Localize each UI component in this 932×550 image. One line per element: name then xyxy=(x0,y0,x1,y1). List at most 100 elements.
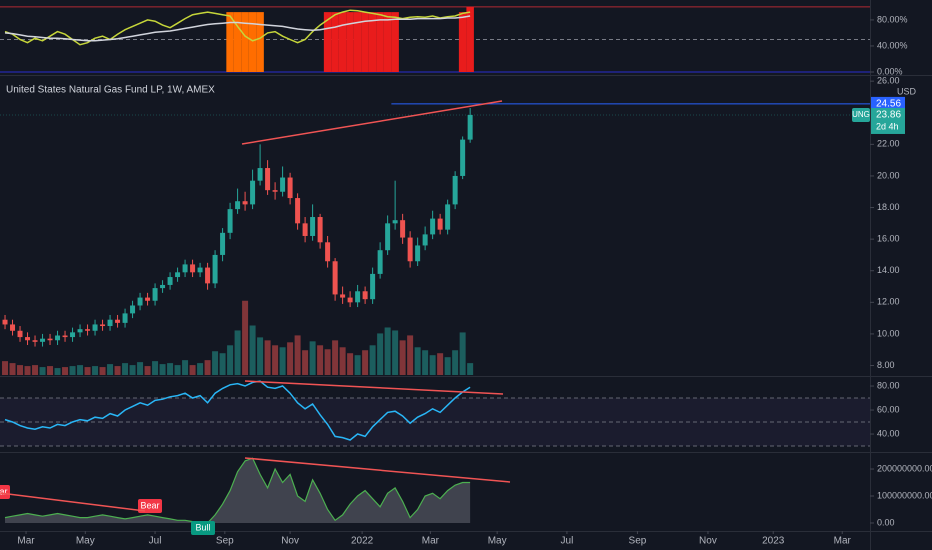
volume-bar xyxy=(84,367,91,375)
candle-body xyxy=(227,209,233,233)
x-tick-label: May xyxy=(76,536,95,547)
candle-body xyxy=(17,330,23,338)
indicator-line xyxy=(4,9,471,46)
volume-bar xyxy=(99,367,106,375)
candle-body xyxy=(190,264,196,273)
x-tick-label: Nov xyxy=(281,536,299,547)
x-tick-label: May xyxy=(488,536,507,547)
signal-label: Bear xyxy=(140,500,159,510)
volume-bar xyxy=(339,347,346,375)
price-label-box xyxy=(871,96,905,111)
candle-body xyxy=(377,250,383,274)
volume-bar xyxy=(62,367,69,375)
indicator-bar xyxy=(226,12,234,72)
candle-body xyxy=(467,114,473,140)
candle-body xyxy=(295,198,301,224)
indicator-bar xyxy=(331,12,339,72)
volume-bar xyxy=(219,353,226,375)
volume-bar xyxy=(197,363,204,375)
candle-body xyxy=(145,297,151,301)
panes: Mar May Jul Sep Nov 2022 Mar May Jul Sep Nov 2023 Ma… xyxy=(0,6,932,547)
volume-bar xyxy=(459,332,466,375)
volume-bar xyxy=(189,365,196,375)
volume-bar xyxy=(392,330,399,375)
indicator-bar xyxy=(256,12,264,72)
indicator-bar xyxy=(368,12,377,72)
volume-bar xyxy=(152,361,159,375)
candle-body xyxy=(370,273,376,300)
volume-bar xyxy=(77,365,84,375)
volume-bar xyxy=(122,363,129,375)
area-fill xyxy=(5,458,471,523)
signal-box xyxy=(138,499,162,513)
volume-bar xyxy=(159,364,166,375)
candle-body xyxy=(40,338,46,342)
candle-body xyxy=(32,340,38,342)
trend-line xyxy=(0,492,146,512)
candle-body xyxy=(115,319,121,323)
currency-label: USD xyxy=(897,86,917,96)
y-tick-label: 80.00% xyxy=(877,14,908,24)
volume-bar xyxy=(444,357,451,375)
signal-label: Bear xyxy=(0,486,8,496)
x-tick-label: Mar xyxy=(422,536,440,547)
volume-bar xyxy=(107,364,114,375)
candle-body xyxy=(100,324,106,327)
y-tick-label: 80.00 xyxy=(877,380,900,390)
y-tick-label: 16.00 xyxy=(877,234,900,244)
candle-body xyxy=(107,319,113,327)
candle-body xyxy=(85,329,91,331)
candle-body xyxy=(272,190,278,192)
candle-body xyxy=(47,338,53,341)
candle-body xyxy=(122,313,128,323)
candle-body xyxy=(317,217,323,243)
signal-box xyxy=(191,521,215,535)
candle-body xyxy=(400,220,406,238)
indicator-bar xyxy=(466,6,474,72)
volume-bar xyxy=(47,366,54,375)
candle-body xyxy=(205,267,211,284)
x-tick-label: Jul xyxy=(561,536,574,547)
volume-bar xyxy=(9,363,16,375)
y-tick-label: 12.00 xyxy=(877,297,900,307)
volume-bar xyxy=(249,325,256,375)
y-tick-label: 22.00 xyxy=(877,139,900,149)
y-tick-label: 26.00 xyxy=(877,76,900,86)
rsi-line xyxy=(4,380,471,441)
volume-bar xyxy=(182,360,189,375)
volume-bar xyxy=(272,345,279,375)
candle-body xyxy=(220,232,226,255)
candle-body xyxy=(257,168,263,181)
volume-bar xyxy=(242,300,249,375)
candle-body xyxy=(152,288,158,301)
volume-bar xyxy=(362,350,369,375)
candle-body xyxy=(137,297,143,306)
volume-bar xyxy=(204,360,211,375)
chart-title: United States Natural Gas Fund LP, 1W, A… xyxy=(6,85,215,96)
volume-bar xyxy=(399,340,406,375)
volume-bar xyxy=(294,335,301,375)
indicator-bar xyxy=(391,12,399,72)
x-tick-label: Sep xyxy=(216,536,234,547)
volume-bar xyxy=(279,347,286,375)
candle-body xyxy=(242,201,248,205)
last-price-box xyxy=(871,107,905,134)
volume-bar xyxy=(422,350,429,375)
candle-body xyxy=(452,175,458,205)
candle-body xyxy=(347,297,353,303)
volume-bar xyxy=(144,366,151,375)
price-label: 24.56 xyxy=(876,99,901,110)
candle-body xyxy=(25,337,31,341)
volume-bar xyxy=(467,363,474,375)
volume-bar xyxy=(332,340,339,375)
volume-bar xyxy=(257,337,264,375)
volume-bar xyxy=(452,350,459,375)
volume-bar xyxy=(2,361,9,375)
volume-bar xyxy=(114,366,121,375)
y-tick-label: 40.00% xyxy=(877,40,908,50)
candle-body xyxy=(77,329,83,333)
candle-body xyxy=(62,335,68,338)
indicator-bar xyxy=(353,12,362,72)
candle-body xyxy=(340,294,346,298)
volume-bar xyxy=(17,365,24,375)
